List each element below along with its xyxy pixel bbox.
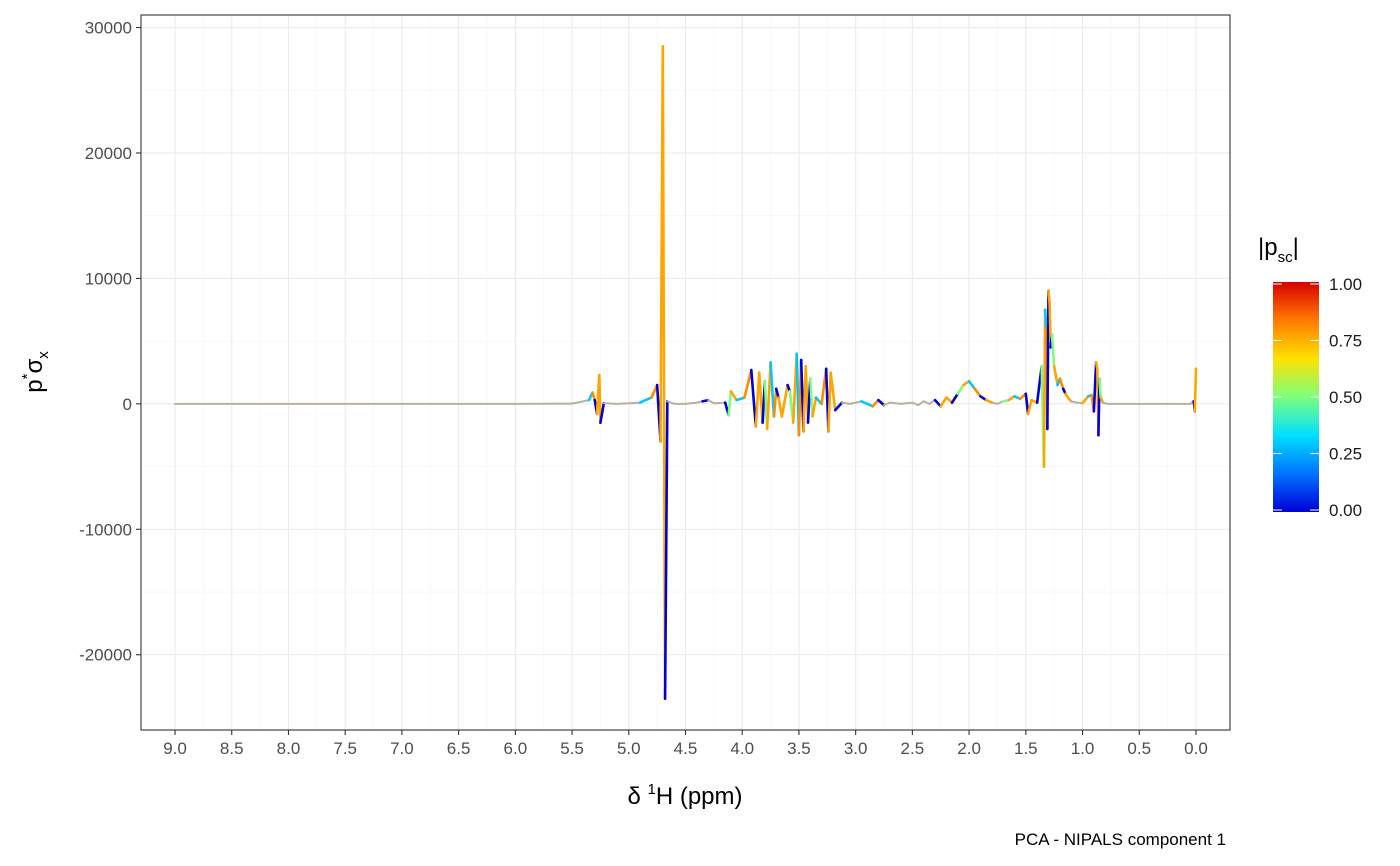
series-segment bbox=[772, 387, 778, 418]
series-segment bbox=[956, 383, 965, 396]
series-segment bbox=[616, 401, 642, 405]
x-axis: 9.0 8.5 8.0 7.5 7.0 6.5 6.0 5.5 5.0 4.5 4.0 3.5 3.0 2… bbox=[163, 730, 1208, 758]
legend: |psc| 1.00 0.75 0.50 0.25 0.00 bbox=[1258, 234, 1362, 520]
series-segment bbox=[727, 390, 733, 417]
series-segment bbox=[1092, 361, 1098, 413]
series-segment bbox=[950, 392, 960, 404]
series-segment bbox=[871, 398, 880, 408]
x-tick-label: 2.5 bbox=[901, 739, 925, 758]
x-tick-label: 8.0 bbox=[277, 739, 301, 758]
series-segment bbox=[769, 361, 776, 418]
series-segment bbox=[749, 368, 758, 428]
series-segment bbox=[888, 401, 903, 405]
series-segment bbox=[917, 400, 925, 407]
series-segment bbox=[841, 401, 851, 405]
series-segment bbox=[774, 387, 780, 399]
x-tick-label: 4.0 bbox=[730, 739, 754, 758]
grid-minor bbox=[141, 15, 1230, 730]
series-segment bbox=[848, 400, 863, 405]
legend-tick-label: 0.75 bbox=[1329, 332, 1362, 351]
x-tick-label: 5.5 bbox=[560, 739, 584, 758]
series-segment bbox=[602, 402, 619, 405]
y-tick-label: 0 bbox=[123, 395, 132, 414]
series-segment bbox=[638, 396, 653, 404]
x-tick-label: 0.5 bbox=[1127, 739, 1151, 758]
series-segment bbox=[707, 399, 715, 405]
series-segment bbox=[833, 401, 844, 412]
series-segment bbox=[808, 377, 814, 418]
series-segment bbox=[780, 383, 789, 418]
series-segment bbox=[1052, 364, 1059, 387]
series-segment bbox=[860, 400, 874, 408]
x-tick-label: 4.5 bbox=[674, 739, 698, 758]
series-segment bbox=[1047, 289, 1051, 305]
x-tick-label: 1.5 bbox=[1014, 739, 1038, 758]
series-segment bbox=[911, 401, 920, 407]
legend-tick-label: 0.50 bbox=[1329, 388, 1362, 407]
series-segment bbox=[1081, 395, 1090, 405]
x-tick-label: 9.0 bbox=[163, 739, 187, 758]
series-segment bbox=[729, 390, 738, 402]
x-tick-label: 2.0 bbox=[957, 739, 981, 758]
series-segment bbox=[712, 401, 727, 405]
series-segment bbox=[973, 387, 982, 398]
series-segment bbox=[1193, 367, 1198, 413]
series-segment bbox=[597, 373, 602, 424]
series-segment bbox=[811, 396, 818, 418]
y-tick-label: 20000 bbox=[85, 144, 132, 163]
y-axis: -20000 -10000 0 10000 20000 30000 bbox=[79, 19, 141, 665]
x-tick-label: 6.0 bbox=[504, 739, 528, 758]
x-tick-label: 8.5 bbox=[220, 739, 244, 758]
series-segment bbox=[743, 368, 753, 399]
series-segment bbox=[591, 391, 597, 402]
x-tick-label: 3.5 bbox=[787, 739, 811, 758]
x-tick-label: 7.5 bbox=[333, 739, 357, 758]
y-tick-label: -10000 bbox=[79, 520, 132, 539]
y-tick-label: 30000 bbox=[85, 19, 132, 38]
y-tick-label: -20000 bbox=[79, 646, 132, 665]
series-segment bbox=[827, 371, 833, 433]
series-segment bbox=[684, 401, 698, 405]
series-segment bbox=[599, 401, 606, 424]
series-segment bbox=[1058, 377, 1065, 391]
series-segment bbox=[877, 398, 886, 407]
x-tick-label: 1.0 bbox=[1071, 739, 1095, 758]
x-tick-label: 6.5 bbox=[447, 739, 471, 758]
legend-ticks: 1.00 0.75 0.50 0.25 0.00 bbox=[1273, 275, 1362, 520]
y-tick-label: 10000 bbox=[85, 269, 132, 288]
series-segment bbox=[967, 379, 977, 391]
x-tick-label: 5.0 bbox=[617, 739, 641, 758]
series-segment bbox=[666, 400, 676, 405]
series-segment bbox=[939, 396, 948, 408]
series-segment bbox=[1050, 333, 1056, 368]
caption: PCA - NIPALS component 1 bbox=[1015, 830, 1226, 849]
x-tick-label: 3.0 bbox=[844, 739, 868, 758]
x-tick-label: 7.0 bbox=[390, 739, 414, 758]
x-tick-label: 0.0 bbox=[1184, 739, 1208, 758]
series-segment bbox=[1046, 289, 1050, 431]
series-segment bbox=[1043, 308, 1048, 330]
series-layer bbox=[174, 45, 1198, 700]
series-segment bbox=[922, 400, 931, 405]
series-segment bbox=[933, 398, 943, 408]
legend-tick-label: 0.25 bbox=[1329, 445, 1362, 464]
series-segment bbox=[984, 398, 994, 404]
legend-tick-label: 0.00 bbox=[1329, 501, 1362, 520]
series-segment bbox=[571, 399, 591, 405]
series-segment bbox=[900, 401, 914, 405]
series-segment bbox=[1026, 398, 1033, 416]
legend-title: |psc| bbox=[1258, 234, 1299, 266]
grid-major bbox=[141, 15, 1230, 730]
y-axis-title: p*σx bbox=[19, 351, 52, 393]
x-axis-title: δ 1H (ppm) bbox=[627, 781, 742, 810]
series-segment bbox=[883, 401, 891, 407]
series-segment bbox=[1098, 377, 1102, 399]
series-segment bbox=[1042, 308, 1047, 468]
legend-tick-label: 1.00 bbox=[1329, 275, 1362, 294]
series-segment bbox=[735, 396, 746, 402]
series-segment bbox=[829, 371, 837, 412]
series-segment bbox=[663, 400, 669, 700]
